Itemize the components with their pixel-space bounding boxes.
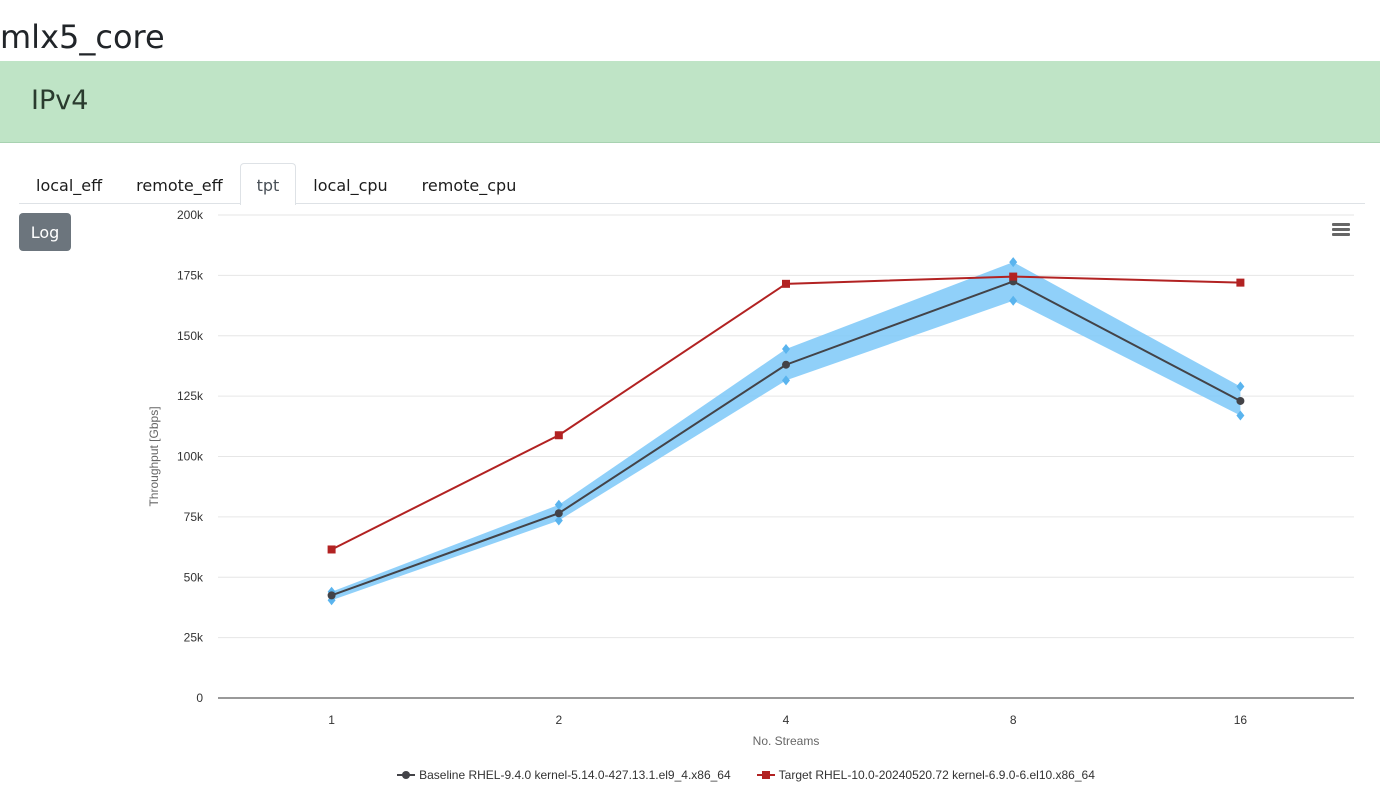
x-tick-label: 16 — [1234, 713, 1248, 727]
circle-marker-icon — [397, 771, 416, 779]
target-point — [1236, 278, 1245, 287]
log-scale-button[interactable]: Log — [19, 213, 71, 251]
target-point — [1009, 272, 1018, 281]
baseline-point — [554, 509, 563, 518]
legend-label-baseline: Baseline RHEL-9.4.0 kernel-5.14.0-427.13… — [419, 768, 731, 782]
target-point — [554, 431, 563, 440]
y-tick-label: 175k — [177, 268, 204, 282]
baseline-point — [327, 591, 336, 600]
range-low-marker — [554, 515, 563, 526]
hamburger-menu-icon[interactable] — [1330, 221, 1352, 239]
y-tick-label: 125k — [177, 389, 204, 403]
tab-tpt[interactable]: tpt — [239, 163, 297, 205]
baseline-point — [1236, 396, 1245, 405]
y-tick-label: 100k — [177, 450, 204, 464]
range-high-marker — [782, 344, 790, 355]
target-point — [327, 545, 336, 554]
target-point — [782, 279, 790, 288]
range-high-marker — [554, 499, 563, 510]
tab-local-eff[interactable]: local_eff — [36, 176, 103, 195]
legend-item-baseline[interactable]: Baseline RHEL-9.4.0 kernel-5.14.0-427.13… — [397, 764, 731, 786]
page-title: mlx5_core — [0, 18, 165, 56]
square-marker-icon — [756, 771, 775, 779]
legend-item-target[interactable]: Target RHEL-10.0-20240520.72 kernel-6.9.… — [756, 764, 1095, 786]
baseline-point — [782, 360, 790, 369]
range-low-marker — [1236, 410, 1245, 421]
chart-legend: Baseline RHEL-9.4.0 kernel-5.14.0-427.13… — [0, 764, 1380, 786]
x-tick-label: 8 — [1010, 713, 1017, 727]
x-axis-title: No. Streams — [753, 734, 820, 748]
y-tick-label: 200k — [177, 208, 204, 222]
section-title: IPv4 — [31, 85, 89, 116]
menu-bar — [1332, 223, 1350, 226]
y-tick-label: 50k — [184, 570, 204, 584]
range-high-marker — [1009, 257, 1018, 268]
menu-bar — [1332, 233, 1350, 236]
y-tick-label: 0 — [196, 691, 203, 705]
tab-remote-cpu[interactable]: remote_cpu — [421, 176, 517, 195]
y-tick-label: 150k — [177, 329, 204, 343]
range-high-marker — [1236, 381, 1245, 392]
y-tick-label: 75k — [184, 510, 204, 524]
x-tick-label: 1 — [328, 713, 335, 727]
x-tick-label: 4 — [783, 713, 790, 727]
tab-remote-eff[interactable]: remote_eff — [136, 176, 223, 195]
x-tick-label: 2 — [555, 713, 562, 727]
range-low-marker — [782, 375, 790, 386]
legend-label-target: Target RHEL-10.0-20240520.72 kernel-6.9.… — [778, 768, 1095, 782]
menu-bar — [1332, 228, 1350, 231]
y-tick-label: 25k — [184, 631, 204, 645]
section-banner: IPv4 — [0, 61, 1380, 143]
y-axis-title: Throughput [Gbps] — [147, 406, 161, 506]
tab-local-cpu[interactable]: local_cpu — [313, 176, 388, 195]
range-low-marker — [1009, 295, 1018, 306]
metric-tabs: local_eff remote_eff tpt local_cpu remot… — [19, 163, 1365, 205]
baseline-range-band — [331, 262, 1241, 601]
